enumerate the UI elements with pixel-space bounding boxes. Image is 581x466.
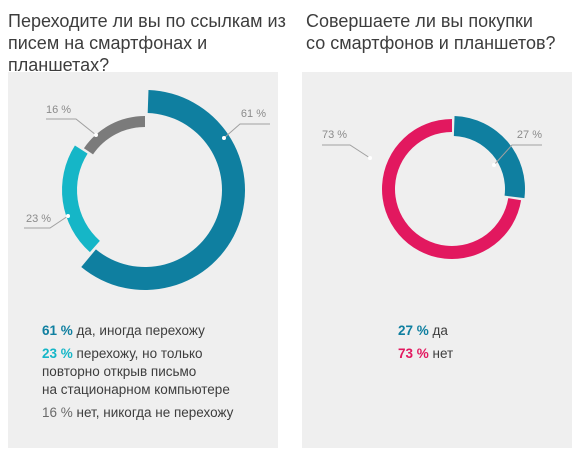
links-leader-line-2: [24, 215, 69, 229]
legend-label: нет, никогда не перехожу: [76, 405, 234, 420]
purchases-leader-line-2: [322, 144, 371, 159]
legend-item-yes: 27 % да: [398, 322, 558, 340]
purchases-slice-label-1: 27 %: [517, 129, 542, 141]
purchases-slice-label-2: 73 %: [322, 129, 347, 141]
legend-links: 61 % да, иногда перехожу 23 % перехожу, …: [42, 322, 272, 427]
links-slice-label-3: 16 %: [46, 104, 71, 116]
links-slice-2: [61, 145, 100, 253]
legend-value: 27 %: [398, 323, 429, 338]
legend-value: 61 %: [42, 323, 73, 338]
purchases-leader-dot-2: [368, 156, 372, 160]
links-leader-dot-1: [222, 136, 226, 140]
legend-label: да: [432, 323, 448, 338]
legend-item-yes: 61 % да, иногда перехожу: [42, 322, 272, 340]
legend-value: 23 %: [42, 346, 73, 361]
chart-panel-links: 61 % 23 % 16 % 61 % да, иногда перехожу 23…: [8, 72, 278, 448]
legend-label: да, иногда перехожу: [76, 323, 205, 338]
chart-title-purchases: Совершаете ли вы покупки со смартфонов и…: [306, 11, 556, 53]
legend-label: нет: [432, 346, 454, 361]
links-slice-1: [81, 90, 245, 290]
purchases-leader-dot-1: [492, 163, 496, 167]
purchases-leader-line-1: [493, 144, 542, 166]
links-slice-3: [83, 116, 145, 155]
chart-title-links: Переходите ли вы по ссылкам из писем на …: [8, 11, 286, 75]
links-leader-line-3: [46, 118, 97, 136]
legend-value: 73 %: [398, 346, 429, 361]
chart-panel-purchases: 27 % 73 % 27 % да 73 % нет: [302, 72, 572, 448]
links-leader-dot-2: [66, 214, 70, 218]
legend-label: перехожу, но только повторно открыв пись…: [42, 346, 230, 397]
links-leader-line-1: [223, 123, 270, 139]
links-slice-label-1: 61 %: [241, 108, 266, 120]
legend-item-desktop: 23 % перехожу, но только повторно открыв…: [42, 345, 272, 399]
purchases-slice-1: [453, 116, 525, 199]
legend-item-no: 73 % нет: [398, 345, 558, 363]
legend-value: 16 %: [42, 405, 73, 420]
legend-item-no: 16 % нет, никогда не перехожу: [42, 404, 272, 422]
donut-chart-links: 61 % 23 % 16 %: [24, 90, 270, 290]
links-leader-dot-3: [94, 133, 98, 137]
donut-chart-purchases: 27 % 73 %: [322, 116, 542, 259]
legend-purchases: 27 % да 73 % нет: [398, 322, 558, 368]
links-slice-label-2: 23 %: [26, 213, 51, 225]
